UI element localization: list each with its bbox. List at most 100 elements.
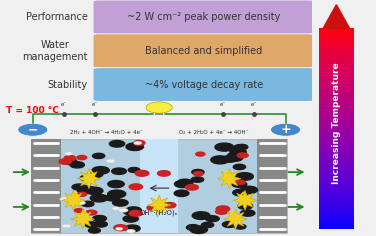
FancyBboxPatch shape — [94, 0, 314, 33]
Circle shape — [222, 221, 236, 228]
Circle shape — [88, 228, 100, 233]
Circle shape — [215, 143, 233, 151]
Circle shape — [227, 153, 240, 158]
Circle shape — [215, 209, 227, 214]
Circle shape — [114, 225, 127, 231]
Polygon shape — [147, 195, 171, 215]
Text: −: − — [27, 123, 38, 136]
Circle shape — [237, 153, 248, 158]
Circle shape — [106, 159, 115, 163]
Circle shape — [86, 210, 97, 215]
Circle shape — [190, 226, 208, 233]
Circle shape — [70, 162, 84, 168]
Circle shape — [65, 152, 72, 155]
Circle shape — [78, 186, 95, 193]
Circle shape — [226, 154, 243, 161]
Circle shape — [233, 189, 249, 196]
Text: ~2 W cm⁻² peak power density: ~2 W cm⁻² peak power density — [127, 12, 280, 22]
Circle shape — [92, 167, 109, 174]
Circle shape — [123, 215, 138, 222]
Circle shape — [126, 143, 144, 151]
Circle shape — [232, 181, 247, 187]
Circle shape — [235, 224, 246, 229]
Circle shape — [77, 192, 87, 196]
Text: Balanced and simplified: Balanced and simplified — [145, 46, 262, 56]
Circle shape — [18, 123, 48, 136]
Circle shape — [108, 181, 124, 188]
Circle shape — [233, 164, 246, 170]
Text: +: + — [280, 123, 291, 136]
Circle shape — [191, 177, 204, 182]
Circle shape — [147, 205, 158, 210]
Circle shape — [82, 201, 94, 207]
Bar — [155, 112, 163, 115]
Polygon shape — [62, 190, 85, 211]
Circle shape — [124, 225, 140, 232]
Circle shape — [134, 141, 142, 145]
Circle shape — [234, 145, 246, 150]
Circle shape — [186, 225, 200, 230]
Circle shape — [72, 184, 86, 190]
Circle shape — [135, 170, 149, 176]
Text: e⁻: e⁻ — [61, 102, 67, 107]
Circle shape — [202, 222, 214, 228]
Circle shape — [86, 187, 103, 194]
Text: ~4% voltage decay rate: ~4% voltage decay rate — [144, 80, 263, 90]
Circle shape — [62, 158, 77, 164]
Text: e⁻: e⁻ — [220, 102, 226, 107]
Circle shape — [119, 208, 128, 212]
Circle shape — [76, 201, 85, 205]
Text: Performance: Performance — [26, 12, 87, 22]
FancyBboxPatch shape — [94, 34, 314, 67]
Text: e⁻: e⁻ — [92, 102, 98, 107]
Circle shape — [211, 156, 229, 164]
Circle shape — [93, 215, 106, 221]
Circle shape — [90, 194, 108, 202]
Circle shape — [92, 153, 105, 159]
Circle shape — [129, 211, 143, 216]
Circle shape — [230, 179, 240, 184]
Circle shape — [105, 194, 120, 201]
Circle shape — [128, 168, 140, 173]
Text: T = 100 °C: T = 100 °C — [6, 105, 59, 114]
Circle shape — [74, 209, 83, 212]
Polygon shape — [323, 5, 350, 28]
Bar — [141, 139, 178, 233]
Bar — [31, 139, 287, 233]
Circle shape — [129, 184, 143, 190]
Circle shape — [177, 179, 193, 186]
Circle shape — [193, 172, 203, 176]
Circle shape — [109, 140, 125, 147]
Circle shape — [196, 152, 205, 156]
Text: e⁻: e⁻ — [251, 102, 258, 107]
Circle shape — [85, 222, 99, 228]
Text: Water
management: Water management — [22, 40, 87, 62]
Circle shape — [77, 187, 91, 194]
Circle shape — [230, 148, 246, 155]
Circle shape — [192, 212, 210, 219]
Circle shape — [233, 152, 244, 157]
Circle shape — [112, 168, 126, 174]
Circle shape — [163, 202, 176, 208]
Circle shape — [126, 229, 135, 233]
Circle shape — [62, 224, 71, 228]
Circle shape — [238, 203, 253, 209]
Circle shape — [237, 181, 245, 184]
Circle shape — [241, 186, 258, 194]
Polygon shape — [77, 169, 101, 189]
Circle shape — [123, 209, 138, 215]
Polygon shape — [71, 209, 94, 229]
Circle shape — [133, 140, 145, 145]
Circle shape — [192, 169, 204, 175]
Polygon shape — [233, 190, 257, 211]
Circle shape — [146, 102, 172, 113]
Circle shape — [236, 144, 248, 150]
Circle shape — [185, 185, 199, 190]
Polygon shape — [218, 169, 241, 189]
Circle shape — [59, 159, 71, 164]
Circle shape — [174, 181, 191, 188]
Circle shape — [216, 206, 230, 212]
Circle shape — [94, 221, 108, 227]
Circle shape — [236, 173, 253, 180]
Circle shape — [126, 207, 141, 214]
